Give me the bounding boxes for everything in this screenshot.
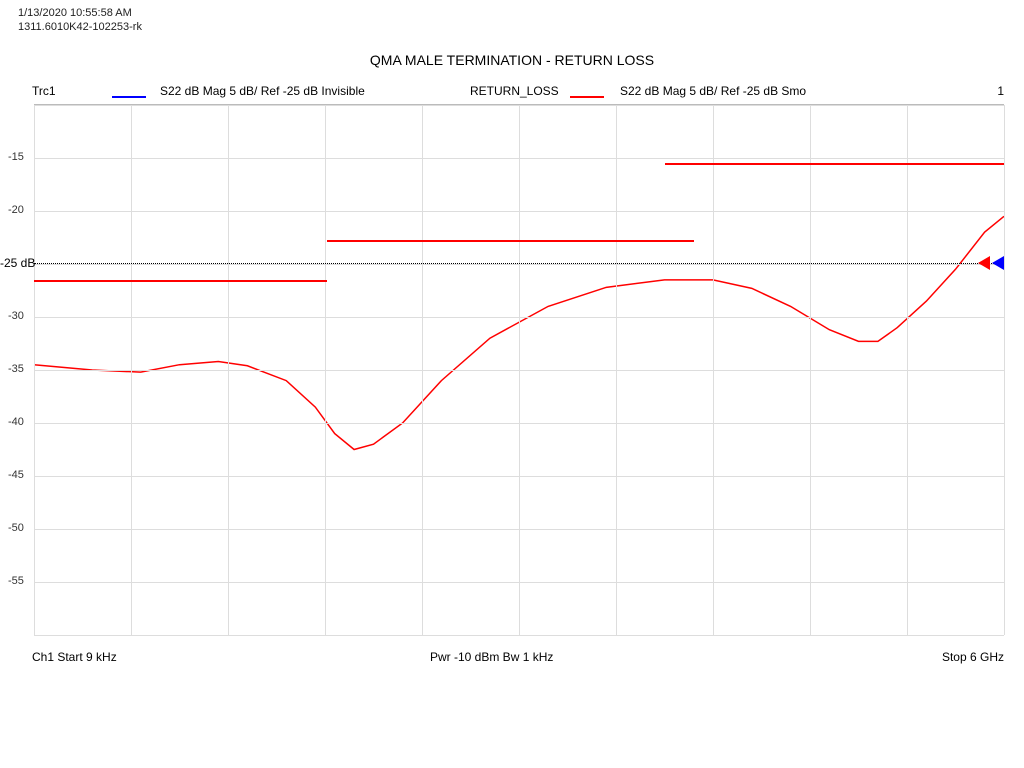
legend-name-2: RETURN_LOSS [470, 84, 559, 98]
gridline-v [616, 105, 617, 635]
gridline-v [907, 105, 908, 635]
footer-stop: Stop 6 GHz [942, 650, 1004, 664]
limit-line [327, 240, 694, 242]
ytick-label: -45 [8, 469, 24, 481]
ytick-label: -30 [8, 310, 24, 322]
timestamp: 1/13/2020 10:55:58 AM [18, 6, 142, 20]
ytick-label: -35 [8, 363, 24, 375]
metadata-block: 1/13/2020 10:55:58 AM 1311.6010K42-10225… [18, 6, 142, 35]
footer-power: Pwr -10 dBm Bw 1 kHz [430, 650, 553, 664]
ref-level-label: -25 dB [0, 256, 35, 270]
ref-level-line [34, 263, 1004, 264]
limit-line [665, 163, 1005, 165]
limit-line [34, 280, 327, 282]
gridline-v [34, 105, 35, 635]
file-id: 1311.6010K42-102253-rk [18, 20, 142, 34]
gridline-h [34, 635, 1004, 636]
chart-title: QMA MALE TERMINATION - RETURN LOSS [0, 52, 1024, 68]
trc-label: Trc1 [32, 84, 56, 98]
gridline-v [1004, 105, 1005, 635]
gridline-v [713, 105, 714, 635]
legend-line-2 [570, 90, 610, 104]
ytick-label: -40 [8, 416, 24, 428]
gridline-v [810, 105, 811, 635]
legend-text-1: S22 dB Mag 5 dB/ Ref -25 dB Invisible [160, 84, 365, 98]
ytick-label: -55 [8, 575, 24, 587]
ytick-label: -50 [8, 522, 24, 534]
ref-marker [992, 256, 1004, 270]
ytick-label: -15 [8, 151, 24, 163]
gridline-v [325, 105, 326, 635]
legend-line-1 [112, 90, 152, 104]
plot-area [34, 104, 1004, 636]
legend-right: 1 [997, 84, 1004, 98]
gridline-v [519, 105, 520, 635]
ref-marker [978, 256, 990, 270]
ytick-label: -20 [8, 204, 24, 216]
legend-text-2: S22 dB Mag 5 dB/ Ref -25 dB Smo [620, 84, 806, 98]
gridline-v [422, 105, 423, 635]
gridline-v [131, 105, 132, 635]
footer-start: Ch1 Start 9 kHz [32, 650, 117, 664]
gridline-v [228, 105, 229, 635]
